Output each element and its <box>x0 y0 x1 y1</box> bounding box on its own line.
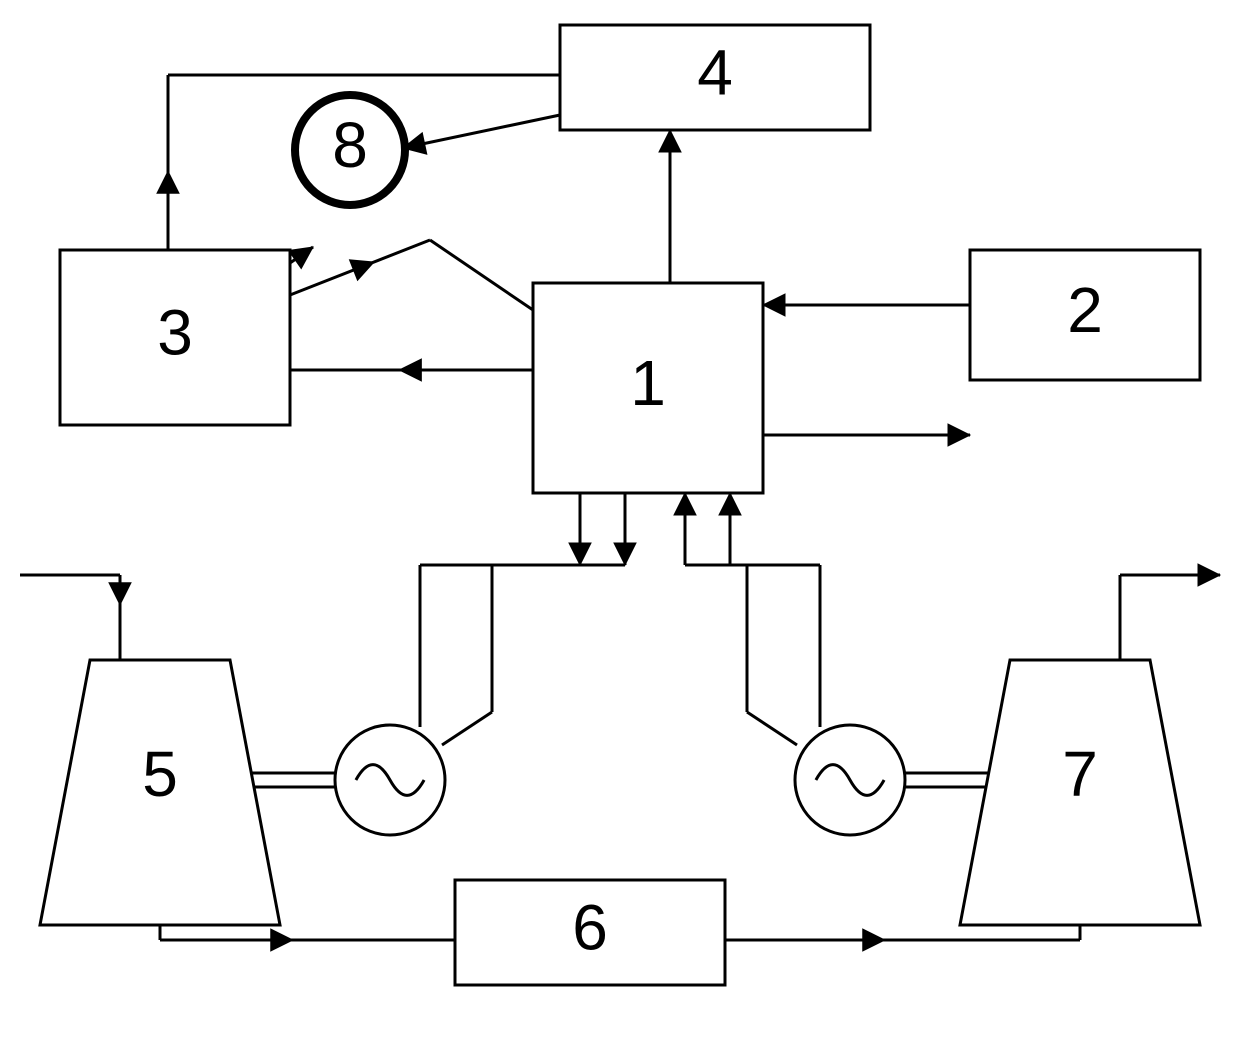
svg-text:8: 8 <box>332 109 368 181</box>
svg-text:5: 5 <box>142 738 178 810</box>
svg-text:3: 3 <box>157 296 193 368</box>
svg-text:4: 4 <box>697 36 733 108</box>
svg-text:2: 2 <box>1067 274 1103 346</box>
svg-text:6: 6 <box>572 891 608 963</box>
svg-text:7: 7 <box>1062 738 1098 810</box>
svg-text:1: 1 <box>630 347 666 419</box>
